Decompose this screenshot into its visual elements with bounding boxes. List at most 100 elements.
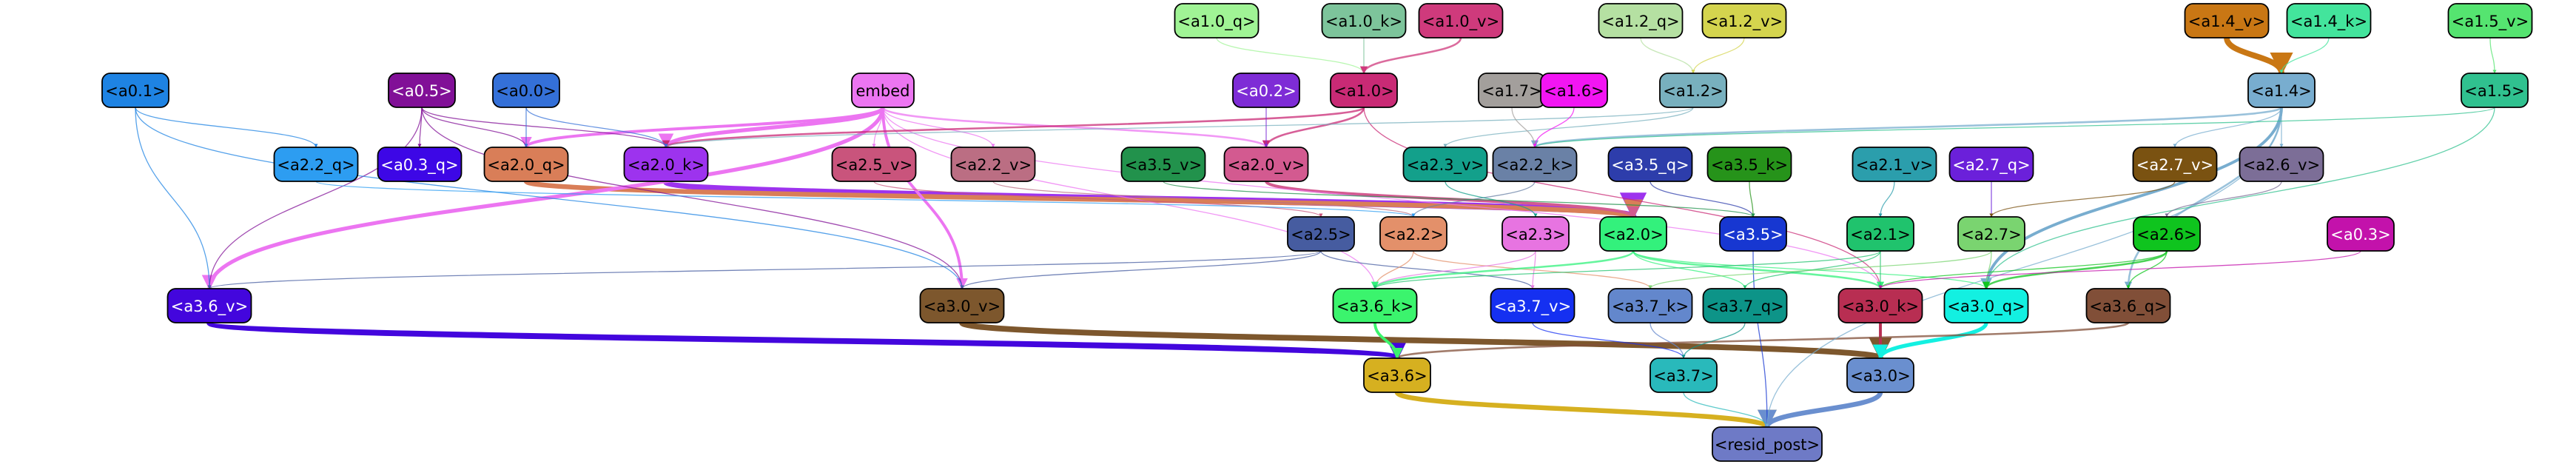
edge-a0-1-to-a3-6_v bbox=[135, 107, 212, 289]
edge-a2-1_v-to-a2-1 bbox=[1878, 181, 1895, 218]
node-a2-5-v[interactable]: <a2.5_v> bbox=[831, 147, 917, 182]
node-a3-0-v[interactable]: <a3.0_v> bbox=[919, 288, 1005, 323]
node-a2-3-v[interactable]: <a2.3_v> bbox=[1402, 147, 1488, 182]
node-a1-0-v[interactable]: <a1.0_v> bbox=[1418, 3, 1504, 38]
node-a3-7-k[interactable]: <a3.7_k> bbox=[1607, 288, 1693, 323]
node-label: <a0.2> bbox=[1236, 82, 1296, 100]
edge-embed-to-a2-0_v bbox=[881, 106, 1271, 149]
node-a0-3[interactable]: <a0.3> bbox=[2327, 216, 2395, 252]
edge-embed-to-a3-6_k bbox=[882, 107, 1377, 289]
edge-a3-0-to-resid_post bbox=[1758, 389, 1883, 430]
node-box bbox=[1837, 288, 1923, 323]
node-a2-7[interactable]: <a2.7> bbox=[1957, 216, 2025, 252]
edge-a2-1-to-a3-6_k bbox=[1373, 250, 1881, 289]
edge-a2-6-to-a3-6_q bbox=[2126, 250, 2168, 289]
node-a2-0-q[interactable]: <a2.0_q> bbox=[483, 147, 569, 182]
node-a2-5[interactable]: <a2.5> bbox=[1287, 216, 1355, 252]
node-a3-7[interactable]: <a3.7> bbox=[1649, 357, 1718, 393]
node-box bbox=[2184, 3, 2270, 38]
node-a2-2-k[interactable]: <a2.2_k> bbox=[1492, 147, 1578, 182]
node-a1-0-k[interactable]: <a1.0_k> bbox=[1321, 3, 1407, 38]
node-a3-5-k[interactable]: <a3.5_k> bbox=[1706, 147, 1792, 182]
node-a3-7-q[interactable]: <a3.7_q> bbox=[1702, 288, 1788, 323]
node-a3-0-q[interactable]: <a3.0_q> bbox=[1943, 288, 2029, 323]
edge-a3-5_v-to-a3-5 bbox=[1163, 181, 1755, 218]
node-box bbox=[1418, 3, 1504, 38]
node-a2-2-v[interactable]: <a2.2_v> bbox=[950, 147, 1036, 182]
node-a1-6[interactable]: <a1.6> bbox=[1540, 73, 1608, 108]
node-label: <a2.5_v> bbox=[835, 156, 912, 175]
node-box bbox=[2286, 3, 2372, 38]
node-label: <a3.7_k> bbox=[1612, 298, 1689, 316]
edge-a2-6-to-a3-0_q bbox=[1982, 249, 2168, 290]
node-a0-1[interactable]: <a0.1> bbox=[101, 73, 169, 108]
node-a0-0[interactable]: <a0.0> bbox=[492, 73, 560, 108]
edge-a1-2-to-a2-3_v bbox=[1443, 107, 1694, 148]
node-label: <a1.4_v> bbox=[2188, 13, 2265, 31]
node-a2-3[interactable]: <a2.3> bbox=[1501, 216, 1570, 252]
edge-a0-0-to-a2-0_k bbox=[525, 107, 668, 148]
node-a1-4-k[interactable]: <a1.4_k> bbox=[2286, 3, 2372, 38]
node-a1-5-v[interactable]: <a1.5_v> bbox=[2447, 3, 2533, 38]
node-label: <a1.4> bbox=[2251, 82, 2311, 100]
node-a3-5[interactable]: <a3.5> bbox=[1719, 216, 1787, 252]
edge-a1-4_k-to-a1-4 bbox=[2279, 37, 2330, 74]
node-a2-6[interactable]: <a2.6> bbox=[2133, 216, 2201, 252]
node-box bbox=[1852, 147, 1937, 182]
node-box bbox=[623, 147, 709, 182]
node-a3-5-v[interactable]: <a3.5_v> bbox=[1120, 147, 1206, 182]
node-label: <a2.0_v> bbox=[1228, 156, 1305, 175]
edge-a0-5-to-a3-6_v bbox=[207, 107, 423, 289]
edge-a0-5-to-a2-0_q bbox=[421, 107, 528, 148]
node-label: <a2.7_v> bbox=[2136, 156, 2213, 175]
node-resid-post[interactable]: <resid_post> bbox=[1712, 426, 1823, 462]
node-a1-5[interactable]: <a1.5> bbox=[2461, 73, 2529, 108]
node-a2-2-q[interactable]: <a2.2_q> bbox=[273, 147, 359, 182]
node-a2-0[interactable]: <a2.0> bbox=[1599, 216, 1667, 252]
node-label: <a3.0_v> bbox=[924, 298, 1001, 316]
node-a3-6-v[interactable]: <a3.6_v> bbox=[167, 288, 252, 323]
node-a1-2-q[interactable]: <a1.2_q> bbox=[1598, 3, 1684, 38]
node-a0-3-q[interactable]: <a0.3_q> bbox=[377, 147, 463, 182]
node-a2-1-v[interactable]: <a2.1_v> bbox=[1852, 147, 1937, 182]
node-box bbox=[1846, 357, 1914, 393]
node-a3-6[interactable]: <a3.6> bbox=[1363, 357, 1431, 393]
node-a0-5[interactable]: <a0.5> bbox=[388, 73, 456, 108]
edge-a2-3-to-a3-7_v bbox=[1530, 250, 1536, 289]
node-label: <a2.0> bbox=[1603, 226, 1663, 244]
node-a3-7-v[interactable]: <a3.7_v> bbox=[1490, 288, 1575, 323]
node-box bbox=[483, 147, 569, 182]
node-label: <a3.7_v> bbox=[1494, 298, 1571, 316]
node-label: <a2.2_k> bbox=[1496, 156, 1573, 175]
node-a1-4-v[interactable]: <a1.4_v> bbox=[2184, 3, 2270, 38]
node-a2-7-v[interactable]: <a2.7_v> bbox=[2132, 147, 2218, 182]
node-a3-0[interactable]: <a3.0> bbox=[1846, 357, 1914, 393]
node-a1-2-v[interactable]: <a1.2_v> bbox=[1701, 3, 1787, 38]
node-a3-6-k[interactable]: <a3.6_k> bbox=[1332, 288, 1418, 323]
node-box bbox=[2085, 288, 2171, 323]
node-a2-1[interactable]: <a2.1> bbox=[1846, 216, 1914, 252]
node-box bbox=[1287, 216, 1355, 252]
edge-a3-7_v-to-a3-7 bbox=[1532, 322, 1686, 359]
node-label: <resid_post> bbox=[1715, 436, 1820, 454]
node-a3-0-k[interactable]: <a3.0_k> bbox=[1837, 288, 1923, 323]
node-a2-2[interactable]: <a2.2> bbox=[1379, 216, 1447, 252]
node-box bbox=[1607, 147, 1693, 182]
node-a1-7[interactable]: <a1.7> bbox=[1478, 73, 1546, 108]
node-a2-6-v[interactable]: <a2.6_v> bbox=[2239, 147, 2324, 182]
node-a3-5-q[interactable]: <a3.5_q> bbox=[1607, 147, 1693, 182]
node-a1-0-q[interactable]: <a1.0_q> bbox=[1174, 3, 1260, 38]
node-a2-0-v[interactable]: <a2.0_v> bbox=[1223, 147, 1309, 182]
edge-a2-2-to-a3-7_k bbox=[1413, 250, 1652, 289]
edge-embed-to-a2-2_v bbox=[882, 107, 995, 148]
edge-a0-1-to-a3-0_v bbox=[135, 107, 964, 289]
node-a2-0-k[interactable]: <a2.0_k> bbox=[623, 147, 709, 182]
node-embed[interactable]: embed bbox=[851, 73, 915, 108]
node-a1-0[interactable]: <a1.0> bbox=[1330, 73, 1398, 108]
node-a2-7-q[interactable]: <a2.7_q> bbox=[1948, 147, 2034, 182]
node-a1-4[interactable]: <a1.4> bbox=[2247, 73, 2316, 108]
node-a0-2[interactable]: <a0.2> bbox=[1232, 73, 1300, 108]
node-a3-6-q[interactable]: <a3.6_q> bbox=[2085, 288, 2171, 323]
node-label: <a3.0> bbox=[1850, 367, 1910, 385]
node-a1-2[interactable]: <a1.2> bbox=[1659, 73, 1727, 108]
